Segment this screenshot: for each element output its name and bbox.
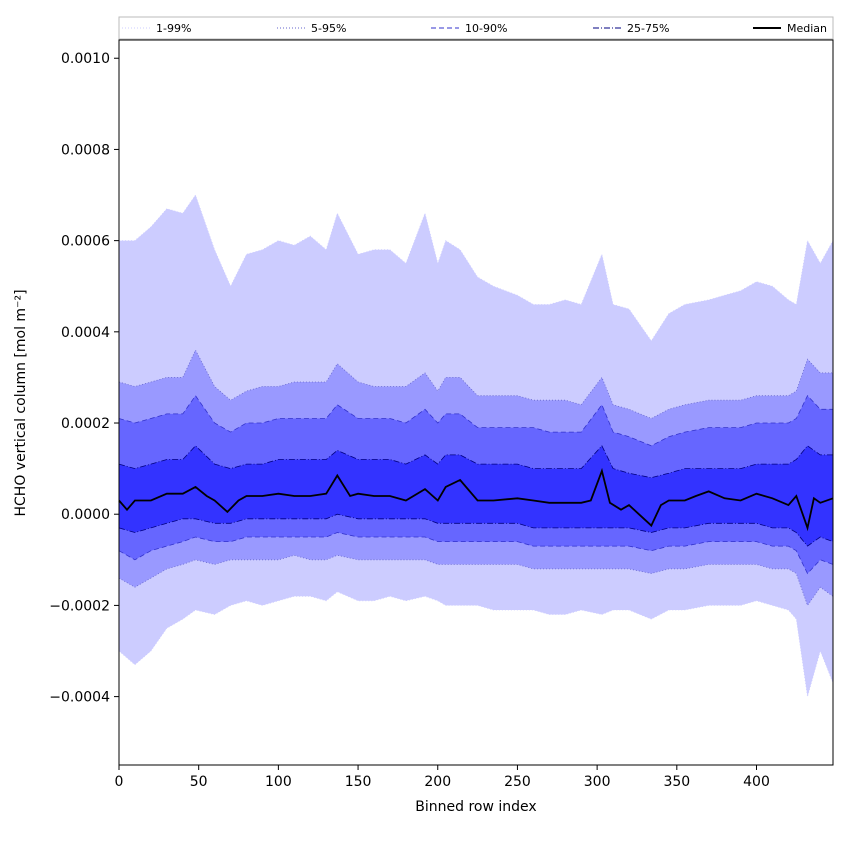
x-tick-label: 300	[584, 774, 611, 790]
y-tick-label: −0.0002	[49, 598, 110, 614]
legend-label-5-95: 5-95%	[311, 22, 346, 35]
x-tick-label: 150	[345, 774, 372, 790]
line-5-95-lower	[118, 554, 834, 607]
legend-frame	[118, 16, 834, 40]
percentile-bands	[119, 195, 833, 697]
x-tick-label: 350	[663, 774, 690, 790]
plot-frame	[118, 39, 834, 766]
legend-label-10-90: 10-90%	[465, 22, 507, 35]
x-tick-label: 400	[743, 774, 770, 790]
band-25-75	[119, 445, 833, 547]
y-tick-label: −0.0004	[49, 690, 110, 706]
line-1-99-lower	[118, 591, 834, 697]
y-tick-label: 0.0002	[61, 416, 110, 432]
y-axis-ticks: −0.0004 −0.0002 0.0000 0.0002 0.0004 0.0006 0.…	[49, 51, 119, 706]
legend-label-1-99: 1-99%	[156, 22, 191, 35]
y-tick-label: 0.0008	[61, 142, 110, 158]
legend-label-25-75: 25-75%	[627, 22, 669, 35]
legend: 1-99% 5-95% 10-90% 25-75% Median	[118, 16, 834, 40]
x-tick-label: 0	[115, 774, 124, 790]
x-axis-ticks: 0 50 100 150 200 250 300 350 400	[115, 765, 770, 790]
median-line	[118, 467, 834, 532]
line-10-90-upper	[118, 395, 833, 447]
x-tick-label: 250	[504, 774, 531, 790]
y-tick-label: 0.0004	[61, 325, 110, 341]
y-axis-label: HCHO vertical column [mol m⁻²]	[13, 289, 29, 516]
percentile-lines	[118, 194, 834, 697]
y-tick-label: 0.0000	[61, 507, 110, 523]
x-tick-label: 50	[190, 774, 208, 790]
y-tick-label: 0.0010	[61, 51, 110, 67]
x-axis-label: Binned row index	[415, 799, 536, 815]
x-tick-label: 100	[265, 774, 292, 790]
line-1-99-upper	[119, 194, 834, 342]
y-tick-label: 0.0006	[61, 234, 110, 250]
line-10-90-lower	[118, 532, 834, 575]
line-5-95-upper	[118, 349, 833, 419]
legend-label-median: Median	[787, 22, 827, 35]
line-25-75-upper	[118, 445, 833, 479]
line-25-75-lower	[118, 513, 834, 547]
x-tick-label: 200	[424, 774, 451, 790]
